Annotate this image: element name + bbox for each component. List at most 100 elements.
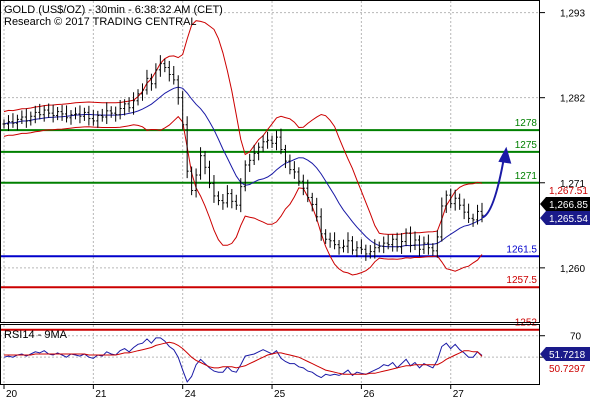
- ohlc-bar: [114, 106, 118, 122]
- projection-arrow: [481, 146, 512, 219]
- ohlc-bar: [476, 204, 480, 225]
- arrow-head: [498, 146, 512, 164]
- ohlc-bar: [373, 239, 377, 259]
- ohlc-bar: [404, 228, 408, 247]
- time-tick-label: 27: [453, 389, 465, 400]
- ohlc-bar: [194, 168, 198, 198]
- ohlc-bar: [480, 202, 484, 223]
- ohlc-bar: [275, 130, 279, 151]
- price-panel-border: [0, 0, 540, 323]
- ohlc-bar: [239, 178, 243, 213]
- chart-title: GOLD (US$/OZ) - 30min - 6:38:32 AM (CET): [4, 4, 223, 16]
- ohlc-bar: [87, 105, 91, 126]
- ohlc-bar: [73, 107, 77, 120]
- ohlc-bar: [288, 154, 292, 175]
- ohlc-bar: [467, 203, 471, 223]
- ohlc-bar: [279, 128, 283, 155]
- ohlc-bar: [391, 234, 395, 252]
- ohlc-bar: [123, 99, 127, 116]
- ohlc-bar: [252, 144, 256, 165]
- ohlc-bar: [176, 75, 180, 105]
- ohlc-bar: [11, 113, 15, 128]
- ohlc-bar: [350, 236, 354, 255]
- ohlc-bar: [127, 97, 131, 113]
- ohlc-bar: [417, 235, 421, 257]
- ohlc-bar: [185, 116, 189, 179]
- ohlc-bar: [409, 226, 413, 253]
- ohlc-bar: [47, 103, 51, 118]
- ohlc-bar: [458, 193, 462, 210]
- ohlc-bar: [172, 65, 176, 85]
- price-tag-last_price: 1,266.85: [549, 200, 588, 211]
- ohlc-bar: [261, 135, 265, 152]
- ohlc-bar: [440, 197, 444, 242]
- ohlc-bar: [132, 92, 136, 115]
- rsi-value-tag: 51.7218: [549, 350, 586, 361]
- ohlc-bar: [15, 114, 19, 131]
- ohlc-bar: [6, 115, 10, 131]
- ohlc-bar: [377, 241, 381, 253]
- price-bars: [2, 55, 484, 261]
- ohlc-bar: [395, 232, 399, 252]
- level-label-1275: 1275: [515, 140, 538, 151]
- ohlc-bar: [78, 105, 82, 124]
- time-tick-label: 21: [95, 389, 107, 400]
- ohlc-bar: [149, 73, 153, 91]
- ohlc-bar: [212, 175, 216, 203]
- ohlc-bar: [20, 110, 24, 124]
- ohlc-bar: [109, 106, 113, 118]
- ohlc-bar: [266, 131, 270, 149]
- ohlc-bar: [42, 105, 46, 122]
- ohlc-bar: [324, 229, 328, 244]
- ohlc-bar: [69, 110, 73, 125]
- ohlc-bar: [342, 239, 346, 253]
- ohlc-bar: [216, 191, 220, 206]
- moving-average-line: [3, 86, 483, 248]
- ohlc-bar: [319, 208, 323, 241]
- ohlc-bar: [426, 234, 430, 255]
- level-label-1252: 1252: [515, 318, 538, 329]
- ohlc-bar: [145, 69, 149, 95]
- ohlc-bar: [355, 241, 359, 258]
- ohlc-bar: [315, 197, 319, 222]
- ohlc-bar: [181, 91, 185, 130]
- rsi-tick-label: 70: [570, 332, 582, 343]
- ohlc-bar: [346, 232, 350, 254]
- ohlc-bar: [301, 174, 305, 196]
- ohlc-bar: [234, 194, 238, 210]
- ohlc-bar: [91, 110, 95, 126]
- ohlc-bar: [29, 111, 33, 126]
- ohlc-bar: [471, 213, 475, 227]
- ohlc-bar: [337, 240, 341, 255]
- level-label-1271: 1271: [515, 171, 538, 182]
- price-tag-bg: [540, 197, 590, 211]
- ohlc-bar: [199, 147, 203, 180]
- price-tick-label: 1,271: [560, 179, 585, 190]
- ohlc-bar: [51, 104, 55, 123]
- ohlc-bar: [413, 231, 417, 251]
- arrow-shaft: [481, 155, 506, 219]
- ohlc-bar: [140, 83, 144, 101]
- ohlc-bar: [248, 153, 252, 172]
- rsi-tag-bg: [540, 347, 590, 361]
- price-tick-label: 1,282: [560, 94, 585, 105]
- ohlc-bar: [60, 105, 64, 121]
- time-tick-label: 24: [185, 389, 197, 400]
- ohlc-bar: [56, 106, 60, 121]
- ohlc-bar: [96, 110, 100, 128]
- price-tag-moving_average: 1,265.54: [549, 214, 588, 225]
- ohlc-bar: [207, 160, 211, 189]
- rsi-panel-border: [0, 324, 540, 385]
- ohlc-bar: [422, 236, 426, 254]
- ohlc-bar: [230, 188, 234, 209]
- ohlc-bar: [243, 160, 247, 192]
- ohlc-bar: [306, 179, 310, 203]
- ohlc-bar: [462, 198, 466, 220]
- ohlc-bar: [386, 234, 390, 250]
- ohlc-bar: [270, 135, 274, 148]
- price-tag-bg: [540, 211, 590, 225]
- ohlc-bar: [400, 233, 404, 254]
- price-tick-label: 1,260: [560, 264, 585, 275]
